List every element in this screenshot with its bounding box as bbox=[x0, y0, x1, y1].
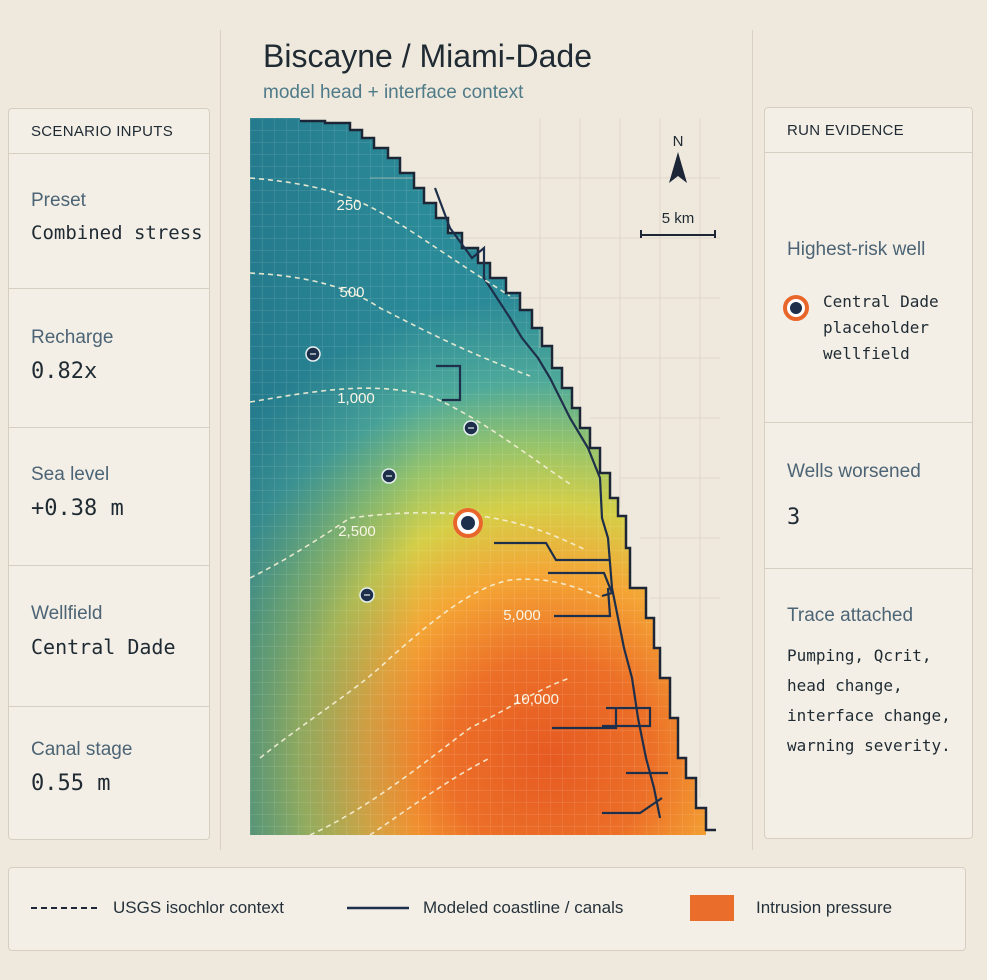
input-value: 0.55 m bbox=[31, 771, 111, 796]
model-grid bbox=[250, 118, 706, 835]
intrusion-swatch bbox=[690, 895, 734, 921]
well-marker[interactable] bbox=[463, 420, 479, 436]
intrusion-map[interactable]: 250 500 1,000 2,500 5,000 10,000 N 5 km bbox=[250, 118, 730, 835]
contour-label-500: 500 bbox=[339, 284, 364, 301]
page-title: Biscayne / Miami-Dade bbox=[263, 38, 592, 74]
input-label: Sea level bbox=[31, 464, 110, 485]
scenario-inputs-heading: SCENARIO INPUTS bbox=[9, 109, 209, 154]
highest-risk-label: Highest-risk well bbox=[787, 239, 926, 260]
legend-intrusion-label: Intrusion pressure bbox=[756, 898, 893, 917]
legend: USGS isochlor context Modeled coastline … bbox=[8, 867, 966, 951]
canals bbox=[433, 187, 668, 819]
legend-intrusion: Intrusion pressure bbox=[690, 895, 892, 921]
highest-risk-value: Central Dade placeholder wellfield bbox=[823, 292, 939, 363]
contour-label-1000: 1,000 bbox=[337, 390, 375, 407]
scenario-inputs-panel: SCENARIO INPUTS Preset Combined stress R… bbox=[8, 108, 210, 840]
input-label: Canal stage bbox=[31, 739, 133, 760]
dashed-line-icon bbox=[31, 907, 101, 909]
background-grid bbox=[370, 118, 720, 798]
divider-left bbox=[220, 30, 221, 850]
input-value: +0.38 m bbox=[31, 496, 124, 521]
contour-label-2500: 2,500 bbox=[338, 523, 376, 540]
input-label: Preset bbox=[31, 190, 86, 211]
input-label: Wellfield bbox=[31, 603, 103, 624]
contour-label-10000: 10,000 bbox=[513, 691, 559, 708]
legend-isochlor: USGS isochlor context bbox=[31, 898, 284, 918]
evidence-trace: Trace attached Pumping, Qcrit, head chan… bbox=[765, 569, 972, 837]
input-canal-stage[interactable]: Canal stage 0.55 m bbox=[9, 707, 209, 837]
input-value: 0.82x bbox=[31, 359, 98, 384]
solid-line-icon bbox=[347, 906, 409, 910]
input-value: Combined stress bbox=[31, 222, 203, 244]
highest-risk-well-marker[interactable] bbox=[453, 508, 483, 538]
north-label: N bbox=[673, 133, 684, 150]
input-preset[interactable]: Preset Combined stress bbox=[9, 154, 209, 289]
well-marker[interactable] bbox=[359, 587, 375, 603]
highest-risk-well-icon bbox=[783, 295, 809, 321]
well-marker[interactable] bbox=[381, 468, 397, 484]
scale-bar: 5 km bbox=[640, 210, 716, 238]
wells bbox=[305, 346, 483, 603]
input-label: Recharge bbox=[31, 327, 114, 348]
north-arrow: N bbox=[669, 133, 687, 183]
legend-coastline-label: Modeled coastline / canals bbox=[423, 898, 624, 917]
page-subtitle: model head + interface context bbox=[263, 82, 524, 103]
input-recharge[interactable]: Recharge 0.82x bbox=[9, 289, 209, 428]
wells-worsened-value: 3 bbox=[787, 505, 801, 530]
well-marker[interactable] bbox=[305, 346, 321, 362]
run-evidence-panel: RUN EVIDENCE Highest-risk well Central D… bbox=[764, 107, 973, 839]
scale-label: 5 km bbox=[662, 210, 695, 227]
trace-label: Trace attached bbox=[787, 605, 914, 626]
input-sea-level[interactable]: Sea level +0.38 m bbox=[9, 428, 209, 566]
highest-risk-row[interactable]: Central Dade placeholder wellfield bbox=[783, 289, 972, 367]
trace-value: Pumping, Qcrit, head change, interface c… bbox=[787, 646, 951, 755]
north-arrow-icon bbox=[669, 152, 687, 183]
evidence-highest-risk: Highest-risk well Central Dade placehold… bbox=[765, 153, 972, 423]
legend-coastline: Modeled coastline / canals bbox=[347, 898, 623, 918]
isochlor-contours bbox=[250, 177, 603, 835]
contour-label-250: 250 bbox=[336, 197, 361, 214]
wells-worsened-label: Wells worsened bbox=[787, 461, 921, 482]
coastline bbox=[300, 119, 716, 832]
evidence-wells-worsened: Wells worsened 3 bbox=[765, 423, 972, 569]
run-evidence-heading: RUN EVIDENCE bbox=[765, 108, 972, 153]
legend-isochlor-label: USGS isochlor context bbox=[113, 898, 285, 917]
input-value: Central Dade bbox=[31, 635, 176, 659]
input-wellfield[interactable]: Wellfield Central Dade bbox=[9, 566, 209, 707]
contour-label-5000: 5,000 bbox=[503, 607, 541, 624]
divider-right bbox=[752, 30, 753, 850]
